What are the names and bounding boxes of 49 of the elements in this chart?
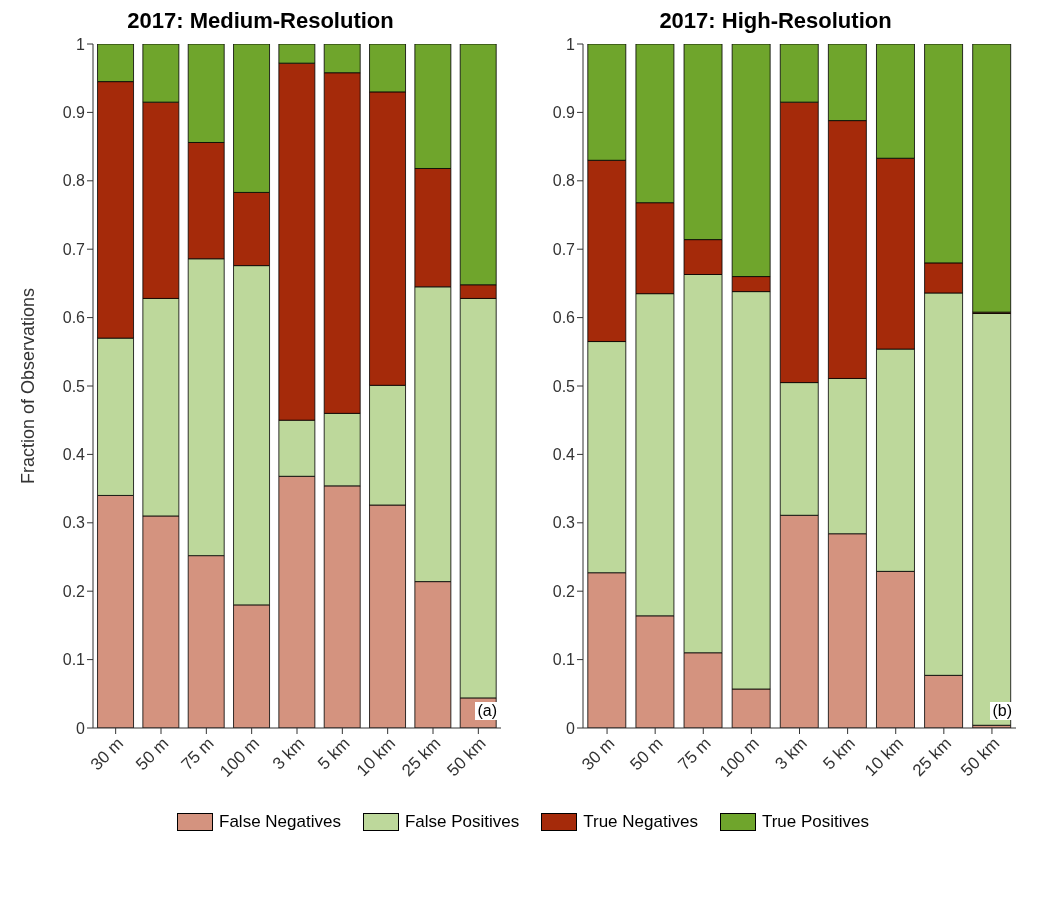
x-tick-label: 100 m (715, 733, 763, 781)
x-tick-label: 3 km (771, 733, 811, 774)
y-tick-label: 0.1 (62, 651, 86, 669)
x-tick-label: 25 km (909, 733, 956, 781)
y-tick-label: 0 (566, 719, 576, 737)
y-tick-label: 0.9 (62, 104, 86, 122)
legend-label: False Positives (404, 812, 520, 832)
chart-title: 2017: Medium-Resolution (126, 8, 395, 35)
legend-label: True Positives (761, 812, 869, 832)
y-tick-label: 0.5 (62, 377, 86, 395)
y-tick-label: 0.8 (62, 172, 86, 190)
y-tick-label: 0.4 (62, 446, 86, 464)
x-tick-label: 30 m (86, 733, 128, 775)
x-tick-label: 50 km (957, 733, 1004, 781)
x-tick-label: 25 km (398, 733, 445, 781)
legend-label: True Negatives (583, 812, 698, 832)
x-tick-label: 3 km (268, 733, 309, 774)
y-tick-label: 0.4 (552, 446, 576, 464)
x-tick-label: 50 m (626, 733, 667, 775)
y-tick-label: 0 (76, 719, 86, 737)
legend-label: False Negatives (219, 812, 341, 832)
x-tick-label: 100 m (216, 733, 264, 781)
chart-title: 2017: High-Resolution (658, 8, 893, 35)
x-tick-label: 5 km (819, 733, 859, 774)
y-axis-title: Fraction of Observations (18, 287, 39, 485)
x-tick-label: 30 m (578, 733, 619, 775)
x-tick-label: 75 m (674, 733, 715, 775)
y-tick-label: 0.5 (552, 377, 576, 395)
y-tick-label: 0.6 (62, 309, 86, 327)
y-tick-label: 0.9 (552, 104, 576, 122)
x-tick-label: 10 km (352, 733, 400, 781)
x-tick-label: 75 m (177, 733, 218, 775)
y-tick-label: 0.7 (62, 240, 86, 258)
x-tick-label: 50 m (132, 733, 173, 775)
annotation: (a) (475, 702, 499, 720)
y-tick-label: 0.2 (552, 582, 576, 600)
y-tick-label: 1 (76, 35, 86, 53)
y-tick-label: 0.8 (552, 172, 576, 190)
y-tick-label: 0.3 (62, 514, 86, 532)
x-tick-label: 50 km (443, 733, 490, 781)
x-tick-label: 10 km (860, 733, 908, 781)
y-tick-label: 0.1 (552, 651, 576, 669)
y-tick-label: 0.6 (552, 309, 576, 327)
annotation: (b) (990, 702, 1014, 720)
y-tick-label: 1 (566, 35, 576, 53)
y-tick-label: 0.7 (552, 240, 576, 258)
x-tick-label: 5 km (314, 733, 354, 774)
y-tick-label: 0.3 (552, 514, 576, 532)
y-tick-label: 0.2 (62, 582, 86, 600)
